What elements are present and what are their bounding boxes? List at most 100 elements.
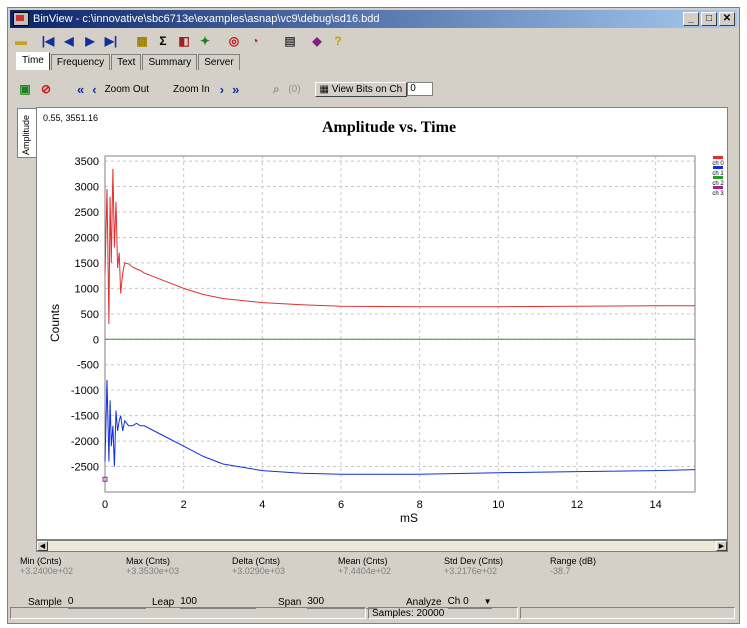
- status-pane-empty: [10, 607, 366, 619]
- x-tick-label: 10: [492, 499, 504, 511]
- chart-title: Amplitude vs. Time: [322, 119, 456, 136]
- view-tabs: Time Frequency Text Summary Server: [16, 52, 241, 70]
- window-title: BinView - c:\innovative\sbc6713e\example…: [33, 13, 380, 25]
- series-line-ch1: [104, 379, 696, 475]
- span-label: Span: [278, 596, 302, 608]
- stat-label: Range (dB): [550, 556, 597, 566]
- view-bits-button[interactable]: ▦ View Bits on Ch: [314, 81, 408, 97]
- copy-chart-icon[interactable]: ▣: [19, 82, 31, 96]
- stop-icon[interactable]: ◎: [228, 34, 240, 48]
- sigma-icon[interactable]: Σ: [159, 34, 167, 48]
- x-tick-label: 12: [571, 499, 583, 511]
- plot-area[interactable]: 0.55, 3551.16 Amplitude vs. Time 0 2 4 6 8 10…: [36, 107, 728, 540]
- sample-controls: Sample Leap Span Analyze Ch 0 ▼: [20, 595, 731, 611]
- book-icon[interactable]: ◆: [312, 34, 322, 48]
- scroll-left-fast-icon[interactable]: «: [77, 81, 85, 97]
- status-samples: Samples: 20000: [368, 607, 518, 619]
- leap-input[interactable]: [180, 595, 257, 609]
- no-entry-icon[interactable]: ⊘: [40, 82, 52, 96]
- tab-amplitude[interactable]: Amplitude: [17, 108, 37, 158]
- stat-value: +3.2176e+02: [444, 566, 498, 576]
- x-tick-label: 8: [417, 499, 423, 511]
- minimize-button[interactable]: _: [683, 12, 699, 26]
- tab-text[interactable]: Text: [111, 54, 142, 70]
- zoom-in-button[interactable]: Zoom In: [173, 83, 210, 95]
- scroll-right-icon[interactable]: ›: [219, 81, 225, 97]
- stat-value: +7.4404e+02: [338, 566, 392, 576]
- scroll-left-icon[interactable]: ‹: [92, 81, 97, 97]
- chart-view-icon[interactable]: ▦: [136, 34, 148, 48]
- bits-channel-input[interactable]: 0: [407, 82, 434, 96]
- first-icon[interactable]: |◀: [41, 34, 55, 48]
- legend-label: ch 3: [712, 191, 724, 197]
- status-bar: Samples: 20000: [10, 607, 737, 621]
- y-tick-label: 3000: [75, 182, 99, 194]
- timer-icon[interactable]: ◔: [251, 34, 259, 48]
- print-icon[interactable]: ▤: [284, 34, 296, 48]
- previous-icon[interactable]: ◀: [64, 34, 74, 48]
- close-button[interactable]: ✕: [719, 12, 735, 26]
- scroll-right-arrow-icon[interactable]: ▶: [716, 541, 727, 551]
- chart-axes: 0 2 4 6 8 10 12 14 3500 3000 2500 2000 1500 1000 500 0 -…: [71, 155, 696, 511]
- magnifier-icon[interactable]: ⌕: [272, 81, 280, 96]
- last-icon[interactable]: ▶|: [104, 34, 118, 48]
- tab-frequency[interactable]: Frequency: [50, 54, 111, 70]
- span-input[interactable]: [307, 595, 378, 609]
- legend-swatch: [713, 176, 723, 179]
- filter-icon[interactable]: ◧: [178, 34, 190, 48]
- cursor-readout: 0.55, 3551.16: [43, 113, 98, 123]
- open-folder-icon[interactable]: ▬: [15, 34, 27, 48]
- stat-range: Range (dB) -38.7: [550, 556, 596, 576]
- leap-control: Leap: [152, 595, 257, 609]
- chart-series: [102, 168, 696, 482]
- app-icon: [13, 12, 29, 26]
- scroll-left-arrow-icon[interactable]: ◀: [37, 541, 48, 551]
- stat-delta: Delta (Cnts) +3.0290e+03: [232, 556, 285, 576]
- tab-time[interactable]: Time: [16, 52, 50, 70]
- help-icon[interactable]: ?: [334, 34, 342, 48]
- y-tick-label: 1000: [75, 283, 99, 295]
- maximize-button[interactable]: □: [701, 12, 717, 26]
- stat-max: Max (Cnts) +3.3530e+03: [126, 556, 179, 576]
- sample-input[interactable]: [67, 595, 146, 609]
- y-tick-label: 3500: [75, 156, 99, 168]
- view-bits-label: View Bits on Ch: [331, 83, 403, 95]
- main-window: BinView - c:\innovative\sbc6713e\example…: [7, 7, 740, 624]
- y-tick-label: -2500: [71, 462, 99, 474]
- amplitude-chart[interactable]: 0.55, 3551.16 Amplitude vs. Time 0 2 4 6 8 10…: [37, 108, 727, 539]
- analyze-control: Analyze Ch 0 ▼: [406, 595, 492, 609]
- analyze-select[interactable]: Ch 0 ▼: [447, 595, 492, 609]
- stat-min: Min (Cnts) +3.2400e+02: [20, 556, 73, 576]
- main-toolbar: ▬ |◀ ◀ ▶ ▶| ▦ Σ ◧ ✦ ◎ ◔ ▤ ◆ ?: [12, 31, 350, 51]
- title-bar[interactable]: BinView - c:\innovative\sbc6713e\example…: [10, 10, 737, 28]
- amplitude-tab-label: Amplitude: [21, 114, 31, 155]
- chart-toolbar: ▣ ⊘ « ‹ Zoom Out Zoom In › » ⌕ (0) ▦ Vie…: [16, 78, 731, 100]
- series-point-ch3: [102, 476, 108, 482]
- stat-label: Min (Cnts): [20, 556, 62, 566]
- run-icon[interactable]: ✦: [199, 34, 211, 48]
- analyze-label: Analyze: [406, 596, 442, 608]
- y-tick-label: 1500: [75, 258, 99, 270]
- plot-frame: [104, 155, 696, 493]
- legend-swatch: [713, 186, 723, 189]
- y-tick-label: 500: [81, 309, 99, 321]
- x-axis-label: mS: [400, 511, 418, 525]
- x-tick-label: 14: [650, 499, 662, 511]
- tab-summary[interactable]: Summary: [142, 54, 198, 70]
- stat-label: Std Dev (Cnts): [444, 556, 504, 566]
- next-icon[interactable]: ▶: [85, 34, 95, 48]
- leap-label: Leap: [152, 596, 175, 608]
- y-tick-label: -500: [77, 360, 99, 372]
- bits-icon: ▦: [319, 83, 332, 95]
- y-tick-label: 0: [93, 334, 99, 346]
- zoom-out-button[interactable]: Zoom Out: [104, 83, 150, 95]
- y-tick-label: -1000: [71, 385, 99, 397]
- tab-server[interactable]: Server: [198, 54, 240, 70]
- horizontal-scrollbar[interactable]: ◀ ▶: [36, 540, 728, 552]
- stat-label: Delta (Cnts): [232, 556, 281, 566]
- sample-label: Sample: [28, 596, 62, 608]
- scroll-right-fast-icon[interactable]: »: [232, 81, 240, 97]
- stat-value: +3.3530e+03: [126, 566, 180, 576]
- sample-control: Sample: [28, 595, 146, 609]
- stat-label: Mean (Cnts): [338, 556, 388, 566]
